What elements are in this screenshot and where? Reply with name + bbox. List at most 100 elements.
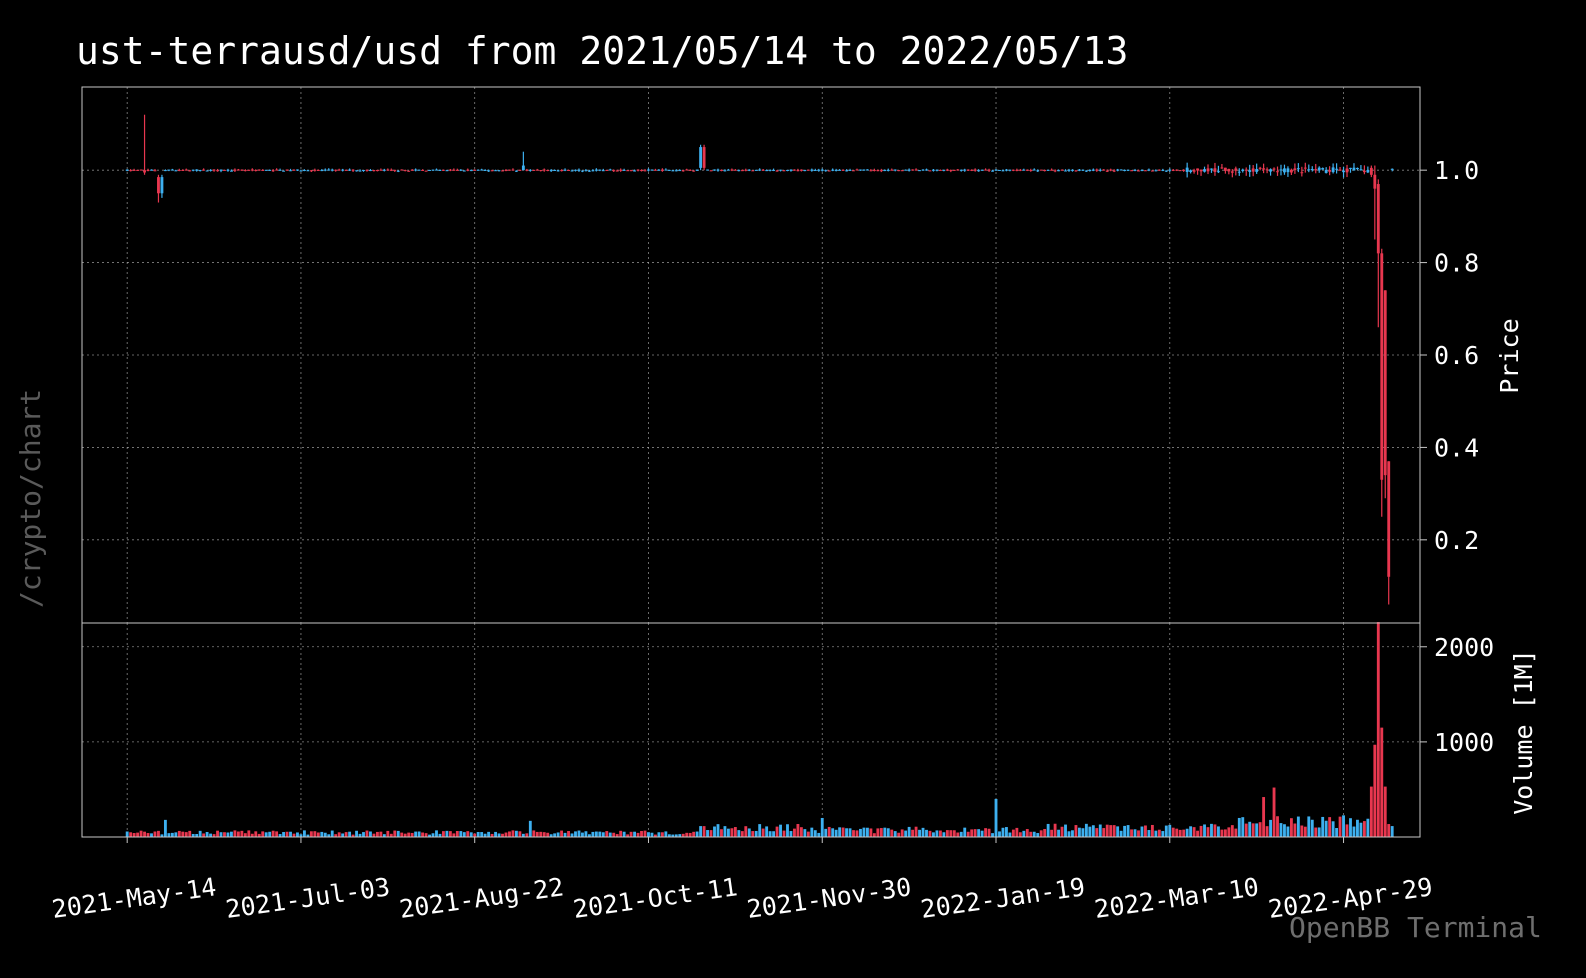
candle-body: [143, 170, 146, 173]
volume-bar: [1067, 831, 1071, 837]
candle-body: [553, 170, 557, 172]
candle-body: [567, 169, 570, 171]
candle-body: [306, 170, 310, 172]
candle-body: [570, 170, 574, 172]
candle-body: [546, 170, 550, 172]
candle-body: [355, 170, 358, 172]
volume-bar: [393, 830, 397, 837]
candle-body: [1251, 168, 1255, 172]
volume-bar: [375, 831, 379, 837]
volume-bar: [921, 827, 925, 837]
candle-body: [806, 169, 810, 171]
volume-bar: [136, 832, 140, 837]
candle-body: [660, 169, 664, 171]
volume-bar: [848, 828, 852, 837]
volume-bar: [442, 831, 445, 837]
volume-bar: [473, 833, 477, 837]
volume-bar: [907, 826, 911, 837]
candle-body: [1383, 290, 1387, 476]
volume-bar: [184, 832, 188, 837]
volume-bar: [1272, 787, 1276, 837]
candle-body: [282, 170, 285, 172]
candle-body: [348, 169, 352, 171]
candle-body: [285, 169, 289, 171]
volume-bar: [285, 831, 289, 837]
candle-body: [702, 147, 706, 168]
volume-bar: [153, 831, 157, 837]
candle-body: [852, 170, 855, 172]
candle-body: [501, 170, 504, 172]
candle-body: [594, 169, 598, 171]
candle-body: [730, 169, 734, 171]
candle-body: [521, 165, 525, 171]
candle-body: [633, 170, 637, 172]
volume-bar: [1164, 825, 1168, 837]
volume-bar: [879, 828, 883, 837]
volume-bar: [174, 832, 178, 837]
candle-body: [1112, 170, 1116, 172]
volume-bar: [188, 830, 192, 837]
volume-bar: [855, 830, 859, 837]
candle-body: [1001, 170, 1005, 172]
volume-bar: [1223, 829, 1227, 837]
candle-body: [1071, 169, 1074, 171]
candle-body: [695, 169, 699, 171]
candle-body: [195, 169, 199, 171]
candle-body: [1390, 168, 1394, 170]
candle-body: [129, 170, 133, 172]
candle-body: [1230, 171, 1234, 173]
candle-body: [1345, 168, 1349, 173]
candle-body: [254, 169, 258, 171]
volume-tick-label: 1000: [1434, 728, 1494, 757]
volume-bar: [202, 833, 206, 837]
candle-body: [1283, 168, 1286, 173]
candle-body: [859, 169, 862, 171]
candle-body: [1105, 170, 1109, 172]
candle-body: [1289, 169, 1293, 173]
volume-bar: [570, 833, 574, 837]
candle-body: [400, 169, 404, 171]
volume-bar: [337, 832, 341, 837]
volume-bar: [1053, 823, 1057, 837]
volume-bar: [865, 827, 869, 837]
candle-body: [261, 169, 265, 171]
volume-bar: [556, 832, 560, 837]
volume-bar: [508, 831, 511, 837]
volume-bar: [619, 830, 623, 837]
candle-body: [1356, 167, 1359, 169]
volume-bar: [1161, 831, 1165, 837]
candle-body: [706, 169, 709, 171]
candle-body: [1307, 169, 1311, 171]
candle-body: [890, 169, 894, 171]
volume-bar: [726, 828, 730, 837]
volume-bar: [1376, 622, 1380, 837]
candle-body: [584, 170, 588, 172]
candle-body: [309, 170, 313, 172]
volume-bar: [1126, 825, 1130, 837]
candle-body: [647, 169, 650, 171]
candle-body: [918, 170, 921, 172]
volume-bar: [369, 831, 372, 837]
volume-bar: [1345, 824, 1349, 837]
volume-bar: [1150, 824, 1154, 837]
volume-bar: [327, 834, 331, 837]
candle-body: [688, 169, 692, 171]
volume-bar: [1168, 824, 1172, 837]
candle-body: [1025, 169, 1029, 171]
candle-body: [1352, 167, 1356, 171]
candle-body: [233, 169, 237, 171]
candle-body: [977, 170, 981, 172]
candle-body: [1206, 168, 1210, 172]
candle-body: [362, 169, 365, 171]
volume-bar: [1300, 825, 1304, 837]
volume-bar: [271, 830, 275, 837]
candle-body: [577, 169, 581, 171]
candle-body: [664, 169, 668, 171]
volume-bar: [539, 831, 543, 837]
candle-body: [209, 169, 213, 171]
candle-body: [528, 169, 532, 171]
volume-bar: [966, 831, 970, 837]
volume-bar: [1328, 817, 1332, 837]
volume-bar: [150, 833, 153, 837]
candle-body: [264, 169, 268, 171]
